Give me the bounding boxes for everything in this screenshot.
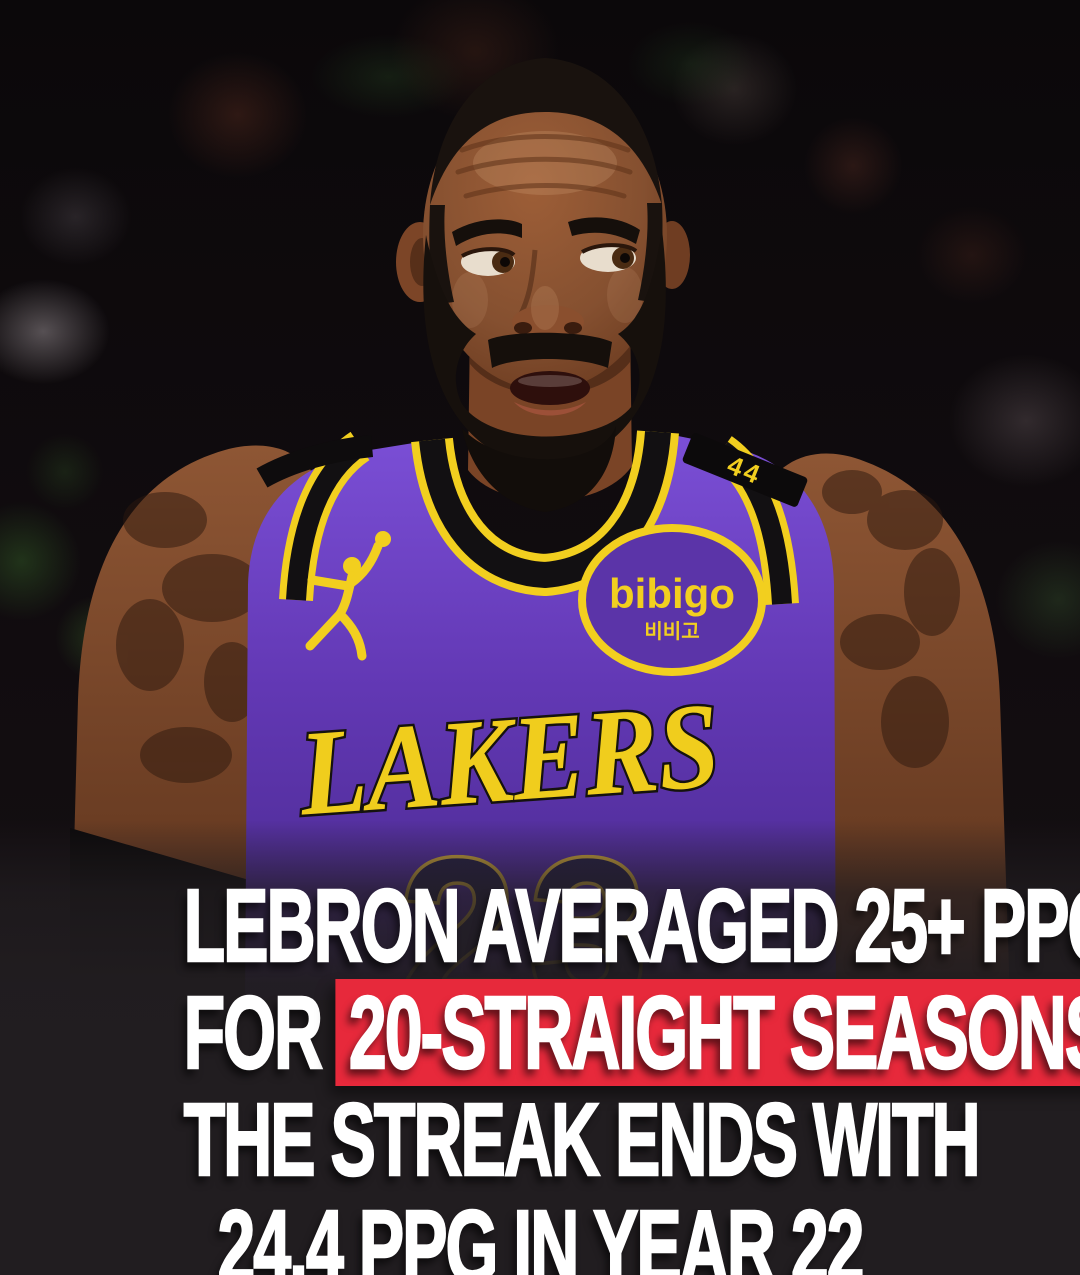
caption-line-2-prefix: FOR — [183, 975, 324, 1090]
mouth — [510, 371, 590, 416]
caption-line-1: LEBRON AVERAGED 25+ PPG — [183, 868, 1080, 983]
sponsor-patch: bibigo 비비고 — [578, 524, 766, 676]
nose — [512, 249, 584, 339]
chin-beard — [462, 426, 616, 512]
caption-highlight: 20-STRAIGHT SEASONS. — [335, 978, 1080, 1087]
right-eyebrow — [452, 219, 522, 246]
caption: LEBRON AVERAGED 25+ PPG FOR 20-STRAIGHT S… — [0, 868, 1080, 1275]
caption-line-4: 24.4 PPG IN YEAR 22 — [217, 1189, 866, 1275]
shoulder-strap-left — [256, 435, 374, 488]
jersey-neck-trim-black — [419, 430, 671, 589]
forehead-shine — [473, 131, 617, 195]
left-eye — [580, 243, 638, 272]
left-eyebrow — [568, 217, 640, 244]
jersey-wordmark: LAKERS — [294, 678, 723, 842]
caption-line-3: THE STREAK ENDS WITH — [183, 1082, 982, 1197]
caption-line-2: FOR 20-STRAIGHT SEASONS. — [183, 978, 1080, 1087]
jumpman-logo — [305, 531, 391, 661]
right-eye — [461, 247, 516, 276]
sponsor-patch-korean: 비비고 — [644, 620, 699, 643]
head — [396, 58, 690, 512]
sponsor-patch-label: bibigo — [609, 570, 735, 617]
mustache — [488, 332, 612, 368]
arm-tattoos — [116, 470, 960, 783]
hair — [430, 58, 662, 205]
face — [423, 80, 667, 390]
forehead-wrinkles — [455, 134, 633, 199]
